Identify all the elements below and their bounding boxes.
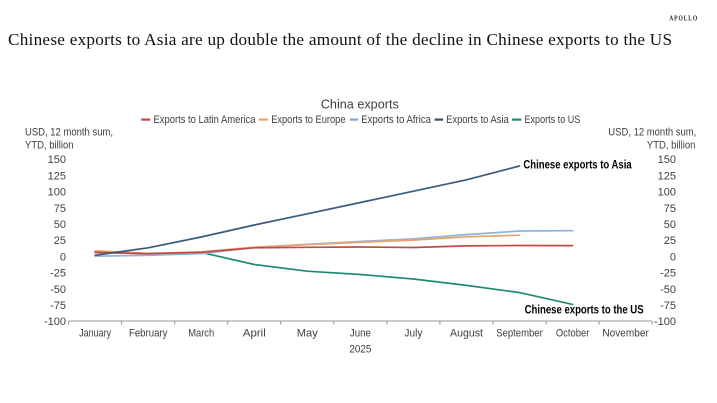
svg-text:0: 0 xyxy=(60,251,66,263)
svg-text:October: October xyxy=(556,328,590,340)
svg-text:USD, 12 month sum,: USD, 12 month sum, xyxy=(608,127,696,139)
svg-text:100: 100 xyxy=(658,187,676,199)
svg-text:Exports to Latin America: Exports to Latin America xyxy=(154,114,256,126)
svg-text:Chinese exports to the US: Chinese exports to the US xyxy=(525,305,644,317)
svg-text:May: May xyxy=(297,328,319,340)
svg-text:Exports to US: Exports to US xyxy=(525,114,581,126)
svg-text:November: November xyxy=(602,328,649,340)
svg-text:July: July xyxy=(404,328,422,340)
svg-text:Chinese exports to Asia: Chinese exports to Asia xyxy=(523,160,632,172)
svg-text:75: 75 xyxy=(54,203,66,215)
svg-text:Chinese exports to Asia are up: Chinese exports to Asia are up double th… xyxy=(8,30,672,49)
svg-text:150: 150 xyxy=(48,154,66,166)
svg-text:August: August xyxy=(450,328,483,340)
svg-text:100: 100 xyxy=(48,187,66,199)
svg-text:0: 0 xyxy=(670,251,676,263)
svg-text:-50: -50 xyxy=(660,284,676,296)
svg-text:75: 75 xyxy=(664,203,676,215)
svg-text:-75: -75 xyxy=(50,300,66,312)
svg-text:50: 50 xyxy=(664,219,676,231)
svg-text:April: April xyxy=(243,328,266,340)
svg-text:125: 125 xyxy=(48,170,66,182)
svg-text:25: 25 xyxy=(664,235,676,247)
svg-text:-100: -100 xyxy=(654,316,676,328)
svg-text:APOLLO: APOLLO xyxy=(669,14,698,23)
svg-text:125: 125 xyxy=(658,170,676,182)
svg-text:Exports to Europe: Exports to Europe xyxy=(271,114,345,126)
svg-text:March: March xyxy=(188,328,214,340)
svg-text:September: September xyxy=(496,328,543,340)
svg-text:-75: -75 xyxy=(660,300,676,312)
svg-text:-100: -100 xyxy=(44,316,66,328)
svg-text:-50: -50 xyxy=(50,284,66,296)
svg-text:25: 25 xyxy=(54,235,66,247)
svg-text:January: January xyxy=(79,328,111,340)
svg-text:February: February xyxy=(129,328,168,340)
svg-text:150: 150 xyxy=(658,154,676,166)
svg-text:2025: 2025 xyxy=(349,344,371,356)
svg-text:-25: -25 xyxy=(660,268,676,280)
svg-text:China exports: China exports xyxy=(321,97,399,112)
svg-text:June: June xyxy=(350,328,371,340)
svg-text:YTD, billion: YTD, billion xyxy=(647,140,696,152)
svg-text:-25: -25 xyxy=(50,268,66,280)
svg-text:Exports to Asia: Exports to Asia xyxy=(446,114,509,126)
svg-text:50: 50 xyxy=(54,219,66,231)
svg-text:USD, 12 month sum,: USD, 12 month sum, xyxy=(25,127,113,139)
svg-text:Exports to Africa: Exports to Africa xyxy=(361,114,431,126)
svg-text:YTD, billion: YTD, billion xyxy=(25,140,74,152)
